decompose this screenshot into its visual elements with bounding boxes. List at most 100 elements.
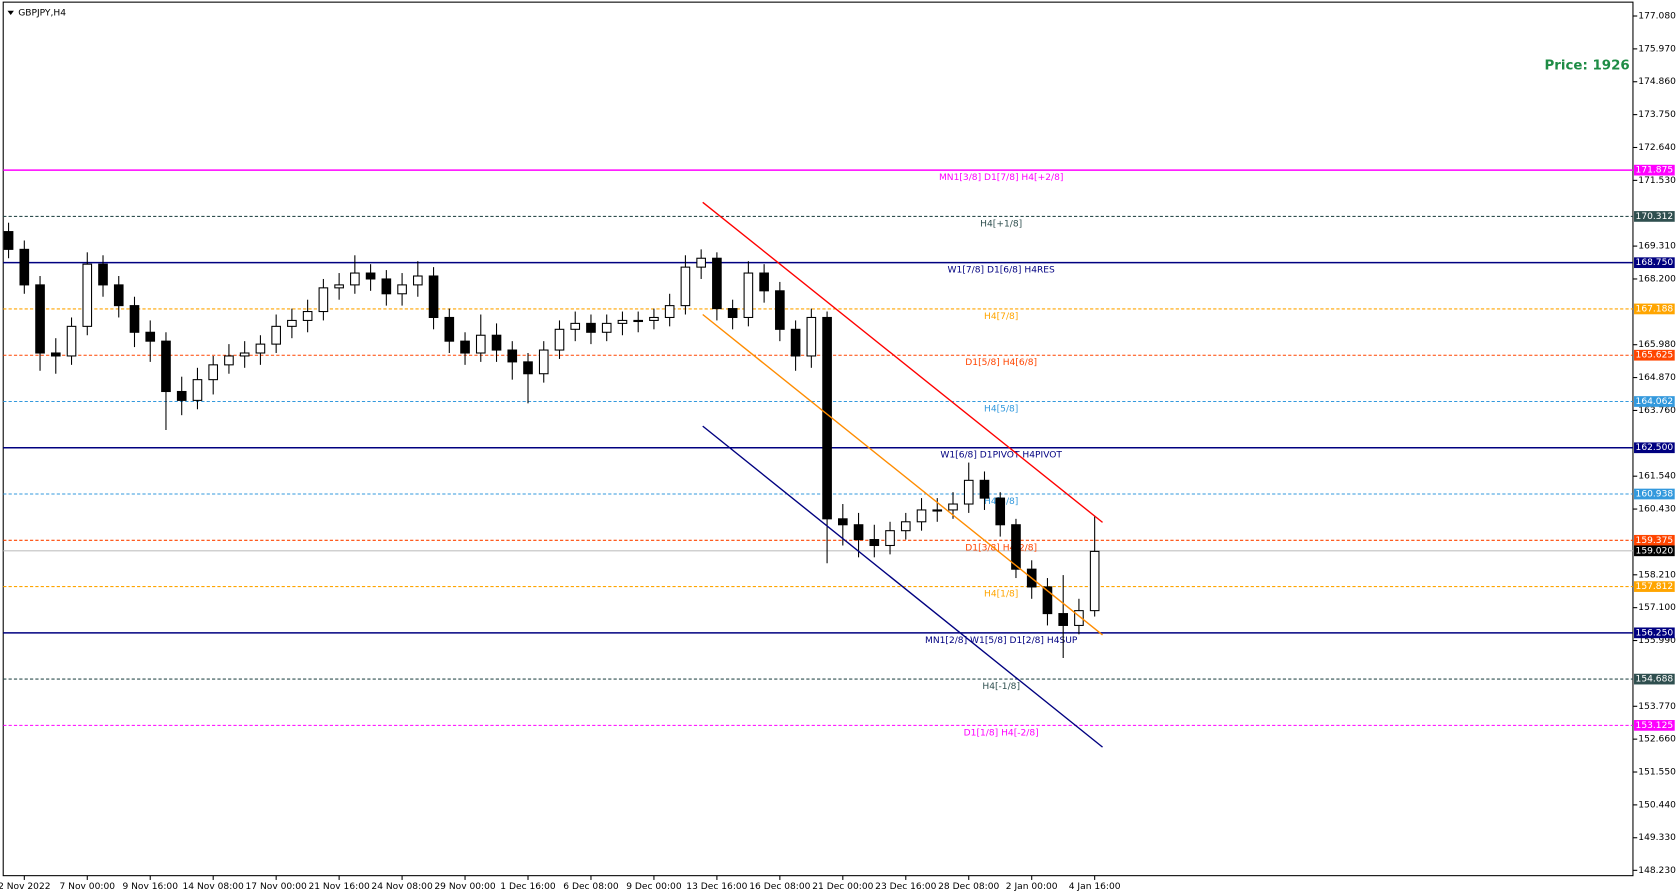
price-box-label: 162.500 [1636,443,1674,453]
level-label: H4[+1/8] [980,219,1022,229]
plot-frame [2,1,1634,877]
candle-body [208,364,219,381]
y-tick-label: 150.440 [1638,800,1676,810]
candle-body [885,530,895,547]
price-box [1634,257,1675,269]
current-price-label: 159.020 [1636,546,1674,556]
candle-body [1058,613,1069,626]
level-label: H4[1/8] [984,590,1018,600]
y-tick-label: 160.430 [1638,505,1676,515]
candle-body [633,319,644,323]
candle-body [224,355,234,366]
candle-body [161,340,171,393]
menu-arrow[interactable] [7,10,14,15]
price-box [1634,396,1675,407]
price-box [1634,349,1675,361]
price-box-label: 153.125 [1636,721,1674,731]
price-box [1634,211,1675,222]
x-tick-label: 6 Dec 08:00 [563,882,619,892]
candle-body [334,284,344,289]
candle-body [302,311,313,321]
candle-body [664,305,675,319]
candle-body [712,257,722,310]
candle-body [350,272,360,286]
candle-body [538,349,549,375]
candle-body [948,503,958,511]
channel-line [702,425,1103,748]
x-tick-label: 9 Dec 00:00 [626,882,682,892]
y-tick-label: 177.080 [1638,12,1676,22]
candle-body [50,352,61,357]
price-box [1634,534,1675,546]
y-tick-label: 153.770 [1638,702,1676,712]
candle-body [932,509,943,512]
price-box [1634,488,1675,500]
candle-body [413,275,423,286]
level-label: H4[-1/8] [982,682,1020,692]
x-tick-label: 2 Jan 00:00 [1006,882,1058,892]
price-box-label: 159.375 [1636,536,1674,546]
price-box-label: 156.250 [1636,628,1674,638]
candle-body [900,521,911,532]
y-tick-label: 172.640 [1638,143,1676,153]
candle-body [176,390,187,401]
candle-body [963,479,974,505]
x-tick-label: 29 Nov 00:00 [434,882,496,892]
price-box [1634,442,1675,454]
candle-body [617,319,628,324]
candle-body [727,308,738,319]
candle-body [145,331,156,342]
price-box [1634,303,1675,315]
candle-body [1074,610,1084,626]
x-tick-label: 17 Nov 00:00 [245,882,307,892]
level-label: D1[3/8] H4[2/8] [965,543,1037,553]
candle-body [35,284,45,354]
y-tick-label: 163.760 [1638,406,1676,416]
candle-body [365,272,376,280]
candle-body [460,340,470,354]
price-box-label: 157.812 [1636,582,1674,592]
price-box-label: 160.938 [1636,490,1674,500]
candle-body [775,290,785,330]
x-tick-label: 23 Dec 16:00 [875,882,936,892]
y-tick-label: 175.970 [1638,44,1676,54]
candle-body [554,328,565,351]
x-tick-label: 24 Nov 08:00 [371,882,433,892]
candle-body [995,497,1006,526]
candle-body [838,518,848,526]
price-box-label: 171.875 [1636,166,1674,176]
x-tick-label: 2 Nov 2022 [0,882,51,892]
y-tick-label: 161.540 [1638,472,1676,482]
level-label: D1[1/8] H4[-2/8] [964,728,1039,738]
x-tick-label: 7 Nov 00:00 [59,882,115,892]
candle-body [82,263,93,327]
candle-body [381,278,392,295]
x-tick-label: 14 Nov 08:00 [183,882,245,892]
candle-body [570,322,581,330]
x-tick-label: 4 Jan 16:00 [1069,882,1121,892]
candle-body [601,322,612,333]
price-box-label: 167.188 [1636,304,1674,314]
candle-body [19,248,30,286]
candle-body [790,328,801,357]
candle-body [649,316,659,321]
y-tick-label: 168.200 [1638,274,1676,284]
y-tick-label: 173.750 [1638,110,1676,120]
candle-body [113,284,124,307]
x-tick-label: 21 Nov 16:00 [308,882,370,892]
y-tick-label: 157.100 [1638,603,1676,613]
y-tick-label: 169.310 [1638,242,1676,252]
price-box-label: 165.625 [1636,351,1674,361]
candle-body [397,284,407,295]
candle-body [853,524,864,541]
price-box [1634,627,1675,639]
candle-body [1089,550,1100,612]
candle-body [129,305,140,333]
level-label: H4[5/8] [984,405,1018,415]
y-tick-label: 149.330 [1638,833,1676,843]
price-box-label: 154.688 [1636,675,1674,685]
y-tick-label: 155.990 [1638,636,1676,646]
price-box [1634,720,1675,731]
